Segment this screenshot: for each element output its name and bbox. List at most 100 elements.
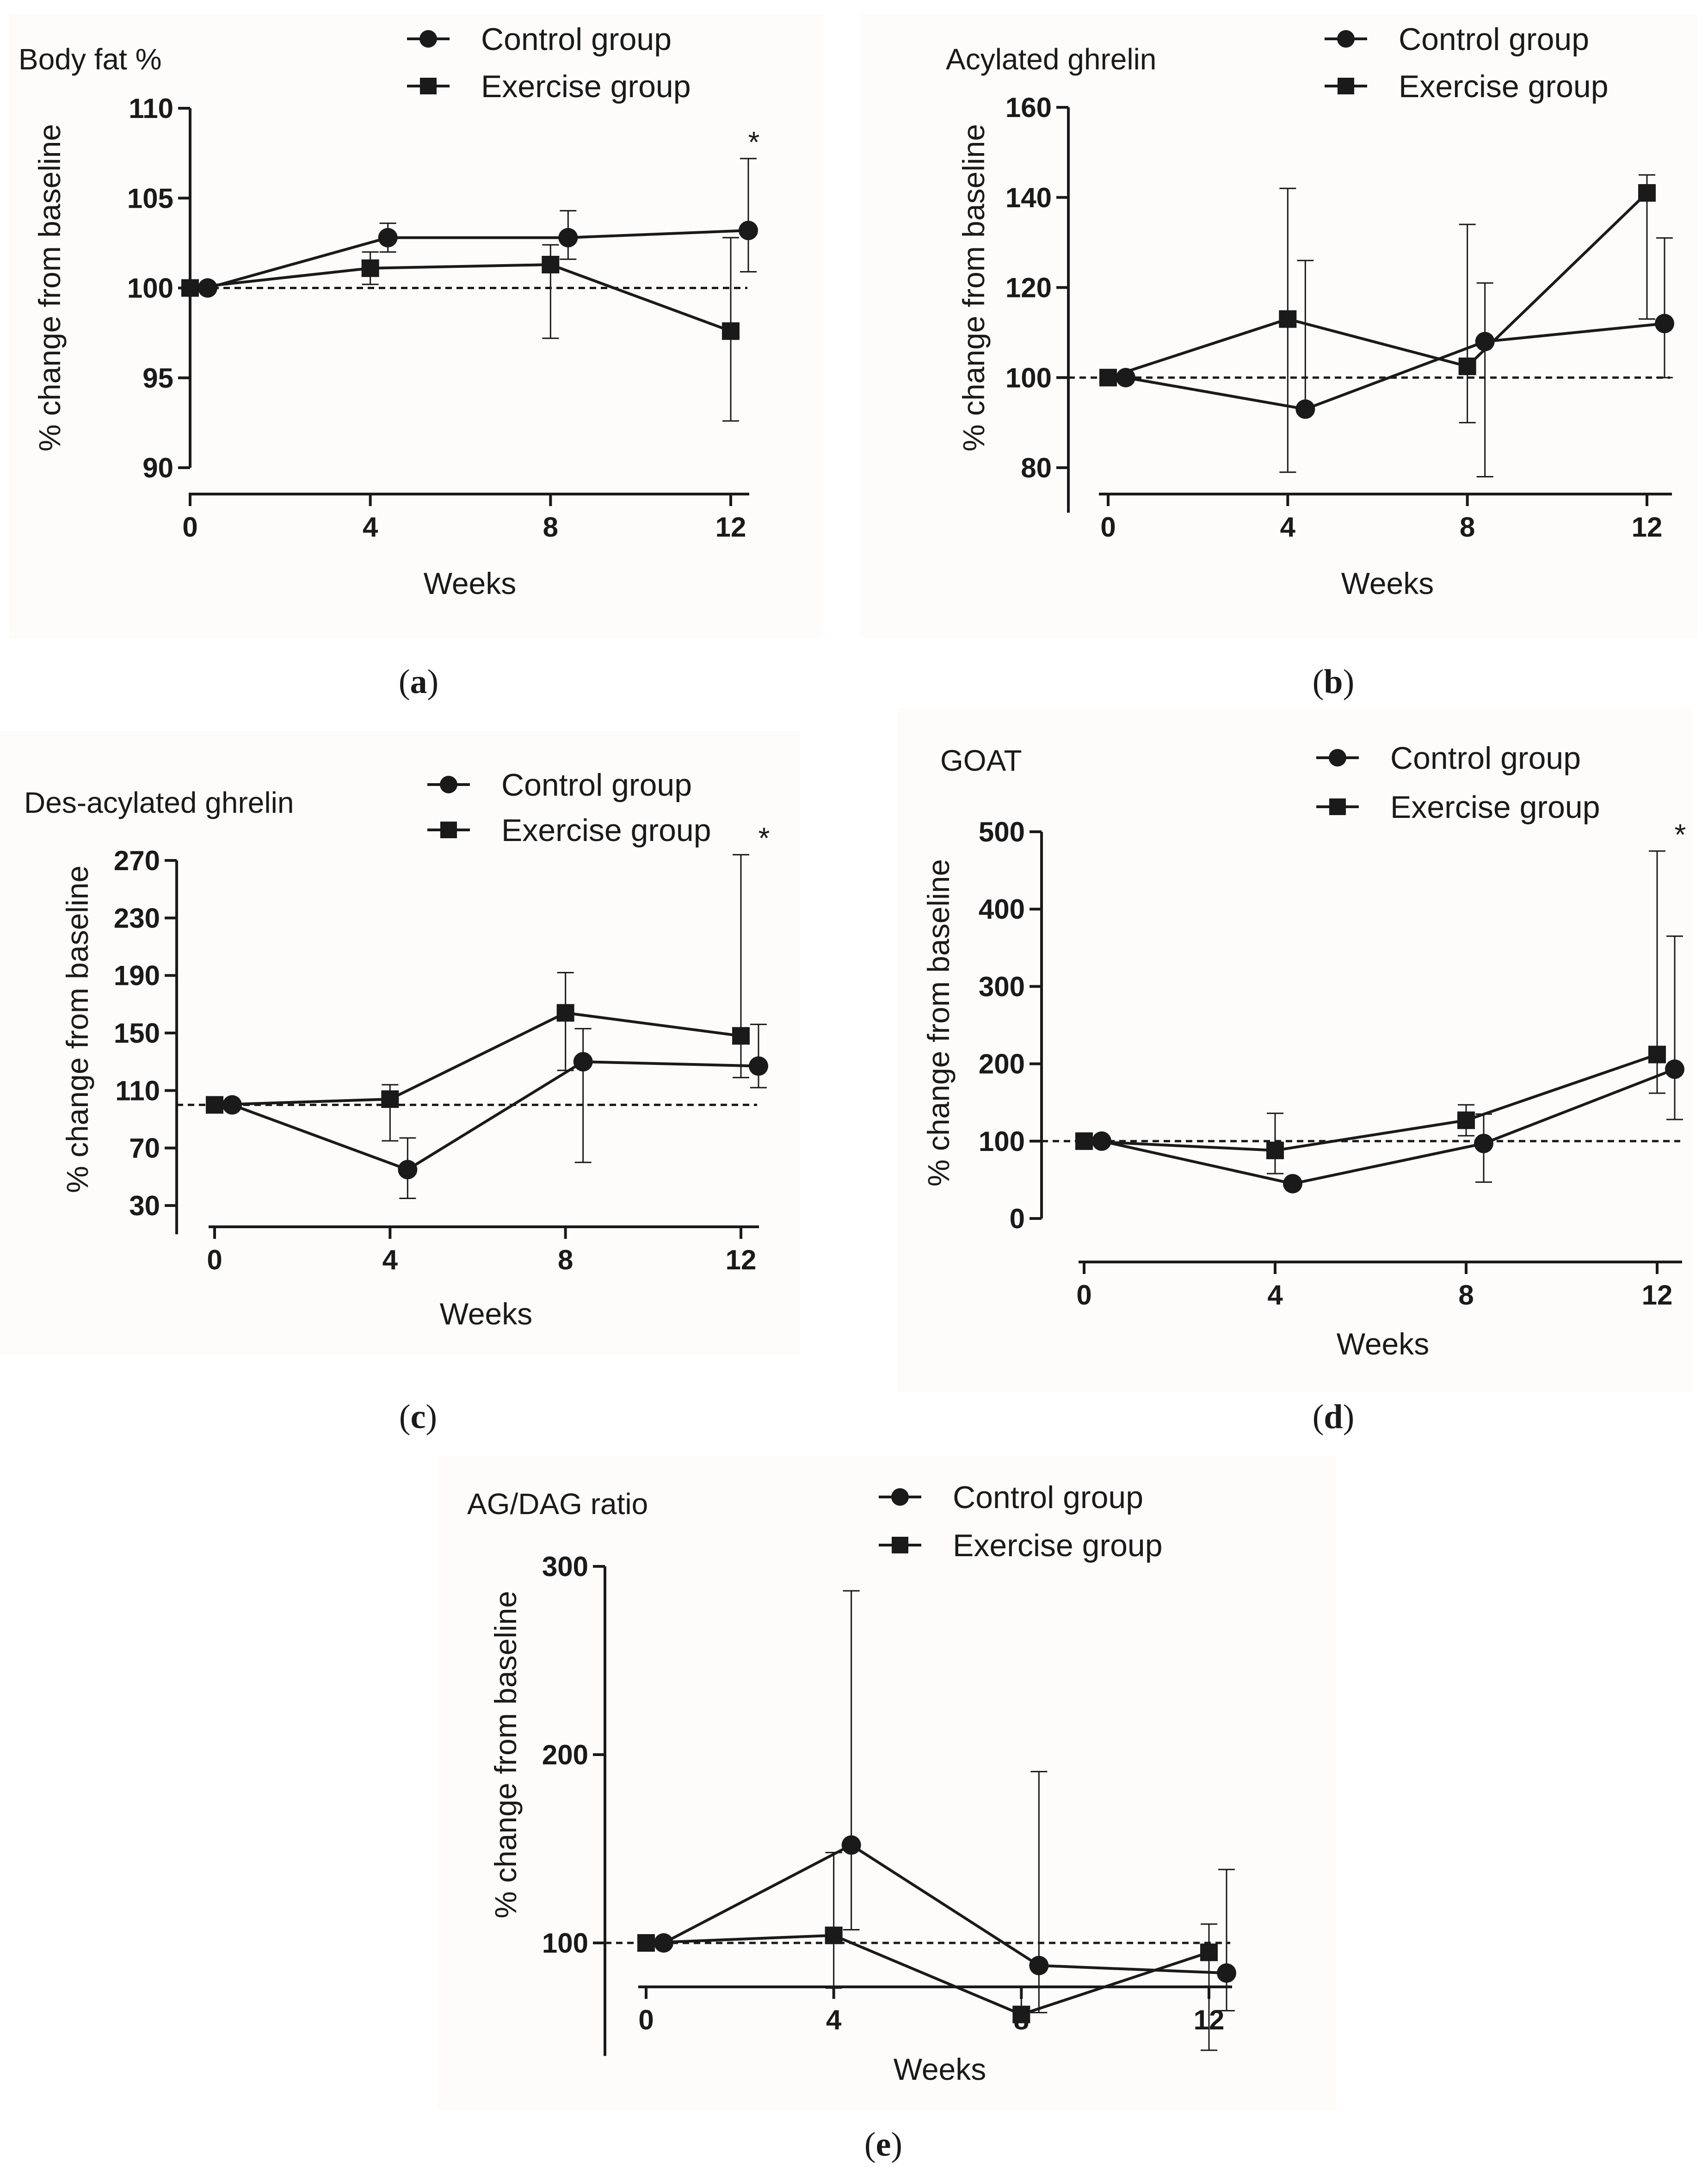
caption-letter: d — [1324, 1398, 1343, 1436]
x-axis-label: Weeks — [1337, 1327, 1430, 1361]
panel-title: Acylated ghrelin — [946, 43, 1156, 76]
data-point-square — [1099, 369, 1117, 387]
x-tick-label: 8 — [1458, 1280, 1474, 1311]
caption-letter: c — [411, 1398, 426, 1436]
data-point-circle — [378, 228, 398, 247]
series-line — [1101, 1068, 1676, 1185]
series-line — [207, 229, 749, 290]
legend-marker-square — [420, 78, 437, 94]
significance-asterisk: * — [1675, 818, 1686, 851]
caption-letter: a — [410, 663, 427, 701]
data-point-square — [825, 1926, 843, 1944]
legend-label-exercise: Exercise group — [953, 1528, 1163, 1563]
y-tick-label: 90 — [142, 452, 173, 483]
data-point-square — [381, 1090, 399, 1108]
panel-title: AG/DAG ratio — [467, 1487, 648, 1521]
y-tick-label: 105 — [127, 183, 173, 214]
data-point-circle — [1029, 1955, 1049, 1975]
series-line — [190, 263, 732, 333]
series-line — [1108, 192, 1648, 379]
x-tick-label: 0 — [638, 2004, 654, 2035]
x-tick-label: 0 — [1100, 512, 1116, 543]
panel-caption: (e) — [864, 2126, 902, 2164]
y-tick-label: 100 — [979, 1126, 1025, 1157]
legend-marker-square — [1338, 78, 1354, 94]
y-tick-label: 160 — [1005, 92, 1052, 123]
y-axis-label: % change from baseline — [488, 1591, 523, 1918]
significance-asterisk: * — [748, 125, 760, 159]
y-tick-label: 200 — [979, 1049, 1025, 1080]
legend-label-control: Control group — [1399, 22, 1589, 57]
data-point-circle — [1217, 1963, 1236, 1983]
legend-marker-square — [1329, 798, 1346, 815]
data-point-circle — [1295, 399, 1315, 419]
series-exercise-group — [206, 854, 750, 1142]
x-axis-label: Weeks — [894, 2052, 987, 2086]
legend: Control group Exercise group — [1316, 741, 1600, 825]
panel-e: 10020030004812AG/DAG ratio% change from … — [438, 1456, 1337, 2164]
panel-c: 30 70 110 150 190 230 270 0 4 8 12 Des-acylated ghr… — [0, 731, 800, 1436]
panel-background — [438, 1456, 1337, 2110]
caption-open: ( — [1313, 663, 1324, 701]
panel-background — [897, 708, 1693, 1392]
panel-title: GOAT — [940, 744, 1022, 777]
panel-d: 0 100 200 300 400 500 0 4 8 12 GOAT % change from b… — [897, 708, 1693, 1436]
legend: Control group Exercise group — [427, 767, 711, 848]
legend-marker-circle — [440, 776, 457, 793]
caption-close: ) — [1343, 663, 1355, 701]
legend-label-control: Control group — [1390, 741, 1581, 776]
x-tick-label: 0 — [182, 512, 197, 543]
caption-open: ( — [399, 663, 410, 701]
y-tick-label: 190 — [114, 960, 160, 991]
x-tick-label: 12 — [1632, 512, 1663, 543]
caption-letter: e — [876, 2126, 891, 2164]
x-tick-label: 4 — [1267, 1280, 1283, 1311]
legend-label-exercise: Exercise group — [1390, 790, 1600, 825]
data-point-square — [1458, 357, 1476, 375]
series-exercise-group — [181, 237, 740, 422]
y-tick-label: 0 — [1010, 1203, 1025, 1234]
y-tick-label: 110 — [129, 93, 173, 124]
legend-label-control: Control group — [501, 767, 692, 803]
data-point-square — [1012, 2005, 1030, 2023]
y-tick-label: 200 — [542, 1739, 588, 1770]
data-point-circle — [198, 278, 217, 298]
x-tick-label: 8 — [1460, 512, 1475, 543]
y-tick-label: 120 — [1005, 272, 1052, 303]
data-point-circle — [573, 1052, 593, 1072]
y-tick-label: 100 — [127, 273, 173, 304]
legend-marker-circle — [891, 1488, 909, 1506]
legend-marker-square — [892, 1537, 908, 1553]
data-point-square — [1200, 1943, 1218, 1961]
series-exercise-group — [637, 1852, 1218, 2051]
data-point-square — [542, 255, 560, 273]
series-control-group — [198, 158, 758, 298]
caption-close: ) — [427, 663, 439, 701]
series-line — [1125, 322, 1665, 411]
x-tick-label: 8 — [558, 1244, 573, 1275]
panel-b: 80 100 120 140 160 0 4 8 12 Acylated ghrelin % cha… — [860, 14, 1697, 701]
data-point-square — [361, 259, 379, 277]
data-point-square — [1266, 1141, 1284, 1159]
caption-open: ( — [864, 2126, 876, 2164]
data-point-square — [206, 1096, 223, 1114]
panel-title: Body fat % — [18, 43, 162, 76]
data-point-square — [1638, 184, 1656, 202]
x-tick-label: 4 — [363, 512, 378, 543]
data-point-square — [1075, 1132, 1093, 1150]
data-point-circle — [398, 1160, 418, 1180]
x-axis-label: Weeks — [424, 566, 517, 600]
y-tick-label: 70 — [129, 1133, 160, 1164]
y-tick-label: 300 — [542, 1551, 588, 1582]
y-axis-label: % change from baseline — [921, 859, 956, 1187]
y-tick-label: 270 — [114, 845, 160, 876]
legend-marker-circle — [1329, 749, 1346, 767]
caption-open: ( — [399, 1398, 411, 1436]
data-point-square — [1648, 1045, 1666, 1064]
legend-marker-circle — [419, 30, 437, 48]
data-point-circle — [1655, 314, 1674, 334]
y-axis-label: % change from baseline — [60, 866, 94, 1193]
data-point-square — [181, 279, 199, 297]
data-point-square — [556, 1004, 574, 1022]
